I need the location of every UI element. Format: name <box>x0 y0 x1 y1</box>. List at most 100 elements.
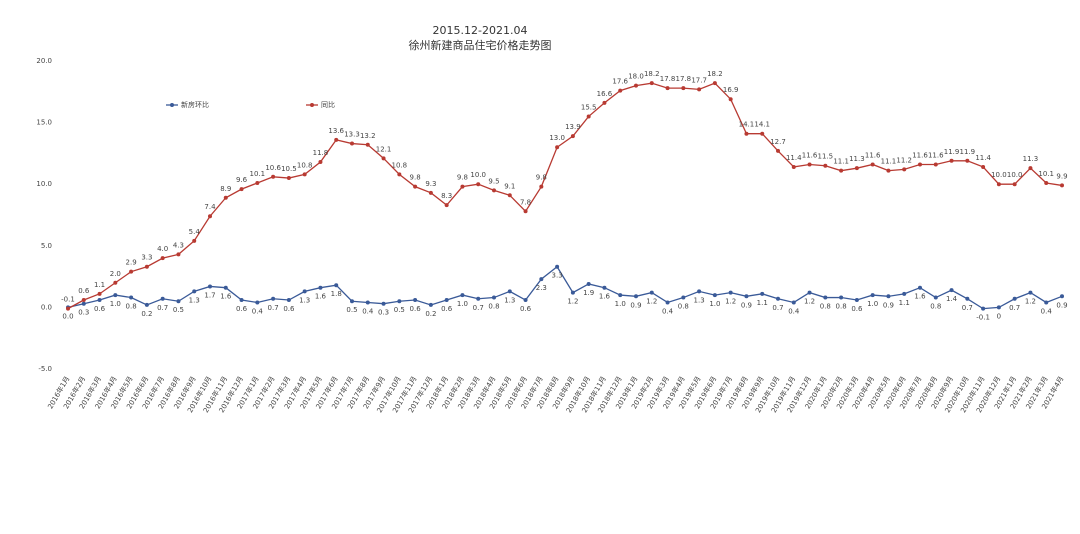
data-point <box>649 81 654 86</box>
data-point <box>570 290 575 295</box>
data-label: 1.2 <box>804 298 815 306</box>
data-label: 3.3 <box>552 272 563 280</box>
data-label: 1.0 <box>709 300 720 308</box>
data-label: 0 <box>997 312 1001 320</box>
data-label: 1.3 <box>189 296 200 304</box>
data-label: 0.6 <box>236 305 248 313</box>
data-point <box>208 214 212 219</box>
data-point <box>507 289 512 294</box>
data-label: 0.7 <box>1009 304 1020 312</box>
data-point <box>870 162 875 167</box>
data-label: 11.6 <box>802 151 818 159</box>
data-label: 10.8 <box>392 161 408 169</box>
data-label: 0.6 <box>78 287 90 295</box>
data-point <box>444 203 449 208</box>
data-label: 0.7 <box>473 304 484 312</box>
data-label: 13.6 <box>328 127 344 135</box>
data-label: 17.8 <box>676 75 692 83</box>
data-label: 10.0 <box>470 171 486 179</box>
data-label: 0.9 <box>883 301 894 309</box>
data-point <box>886 294 891 299</box>
data-label: 1.1 <box>899 299 910 307</box>
data-label: 0.8 <box>820 303 831 311</box>
data-point <box>902 167 907 172</box>
y-tick-label: 10.0 <box>36 180 52 188</box>
data-point <box>318 285 323 290</box>
data-point <box>302 289 307 294</box>
data-label: 10.0 <box>991 171 1007 179</box>
data-point <box>697 289 702 294</box>
data-point <box>776 148 780 153</box>
y-tick-label: 0.0 <box>41 303 52 311</box>
data-point <box>66 306 70 311</box>
data-label: 0.3 <box>378 309 389 317</box>
data-label: 0.4 <box>252 307 264 315</box>
data-label: 0.6 <box>283 305 295 313</box>
data-label: 0.2 <box>425 310 436 318</box>
data-label: 13.3 <box>344 131 360 139</box>
data-label: 3.3 <box>141 254 152 262</box>
data-point <box>144 264 149 269</box>
data-point <box>918 285 922 290</box>
data-label: 0.6 <box>94 305 106 313</box>
data-point <box>397 172 402 177</box>
data-point <box>239 187 244 192</box>
data-point <box>192 238 197 243</box>
data-label: 0.8 <box>126 303 137 311</box>
data-point <box>492 188 496 193</box>
data-label: 11.1 <box>833 158 849 166</box>
data-point <box>933 162 938 167</box>
data-point <box>586 281 591 286</box>
data-label: 11.4 <box>786 154 802 162</box>
data-point <box>397 299 402 304</box>
data-point <box>350 141 354 146</box>
data-label: 0.4 <box>662 307 674 315</box>
data-point <box>728 97 733 102</box>
data-label: 0.0 <box>62 312 73 320</box>
data-point <box>239 298 244 303</box>
data-label: 16.9 <box>723 86 739 94</box>
data-point <box>350 299 354 304</box>
data-point <box>854 166 859 171</box>
data-label: 12.1 <box>376 145 392 153</box>
data-label: 1.9 <box>583 289 594 297</box>
data-point <box>665 300 670 305</box>
data-label: 9.3 <box>425 180 436 188</box>
data-label: 4.3 <box>173 241 184 249</box>
data-label: 11.9 <box>944 148 960 156</box>
data-label: 10.1 <box>1038 170 1054 178</box>
data-label: 11.3 <box>1023 155 1039 163</box>
data-label: 9.6 <box>236 176 248 184</box>
data-point <box>160 296 165 301</box>
data-point <box>223 285 228 290</box>
data-label: 1.3 <box>299 296 310 304</box>
data-label: 0.6 <box>520 305 532 313</box>
data-point <box>492 295 496 300</box>
data-point <box>1012 182 1017 187</box>
data-label: -0.1 <box>976 314 990 322</box>
data-point <box>1044 300 1049 305</box>
data-point <box>286 176 291 181</box>
data-label: 0.6 <box>441 305 453 313</box>
data-point <box>460 293 465 298</box>
data-point <box>760 291 765 296</box>
data-point <box>712 81 717 86</box>
data-label: 0.6 <box>851 305 863 313</box>
data-label: 1.0 <box>867 300 878 308</box>
data-label: 1.3 <box>694 296 705 304</box>
data-point <box>365 142 370 147</box>
data-point <box>996 182 1001 187</box>
data-point <box>918 162 922 167</box>
series-line <box>67 82 1063 310</box>
data-point <box>744 294 749 299</box>
data-point <box>255 300 260 305</box>
data-point <box>665 86 670 91</box>
data-point <box>854 298 859 303</box>
data-point <box>176 252 181 257</box>
data-label: 11.1 <box>881 158 897 166</box>
data-label: 1.4 <box>946 295 958 303</box>
data-label: 1.0 <box>615 300 626 308</box>
data-point <box>555 264 560 269</box>
data-label: 16.6 <box>597 90 613 98</box>
data-label: 11.4 <box>975 154 991 162</box>
